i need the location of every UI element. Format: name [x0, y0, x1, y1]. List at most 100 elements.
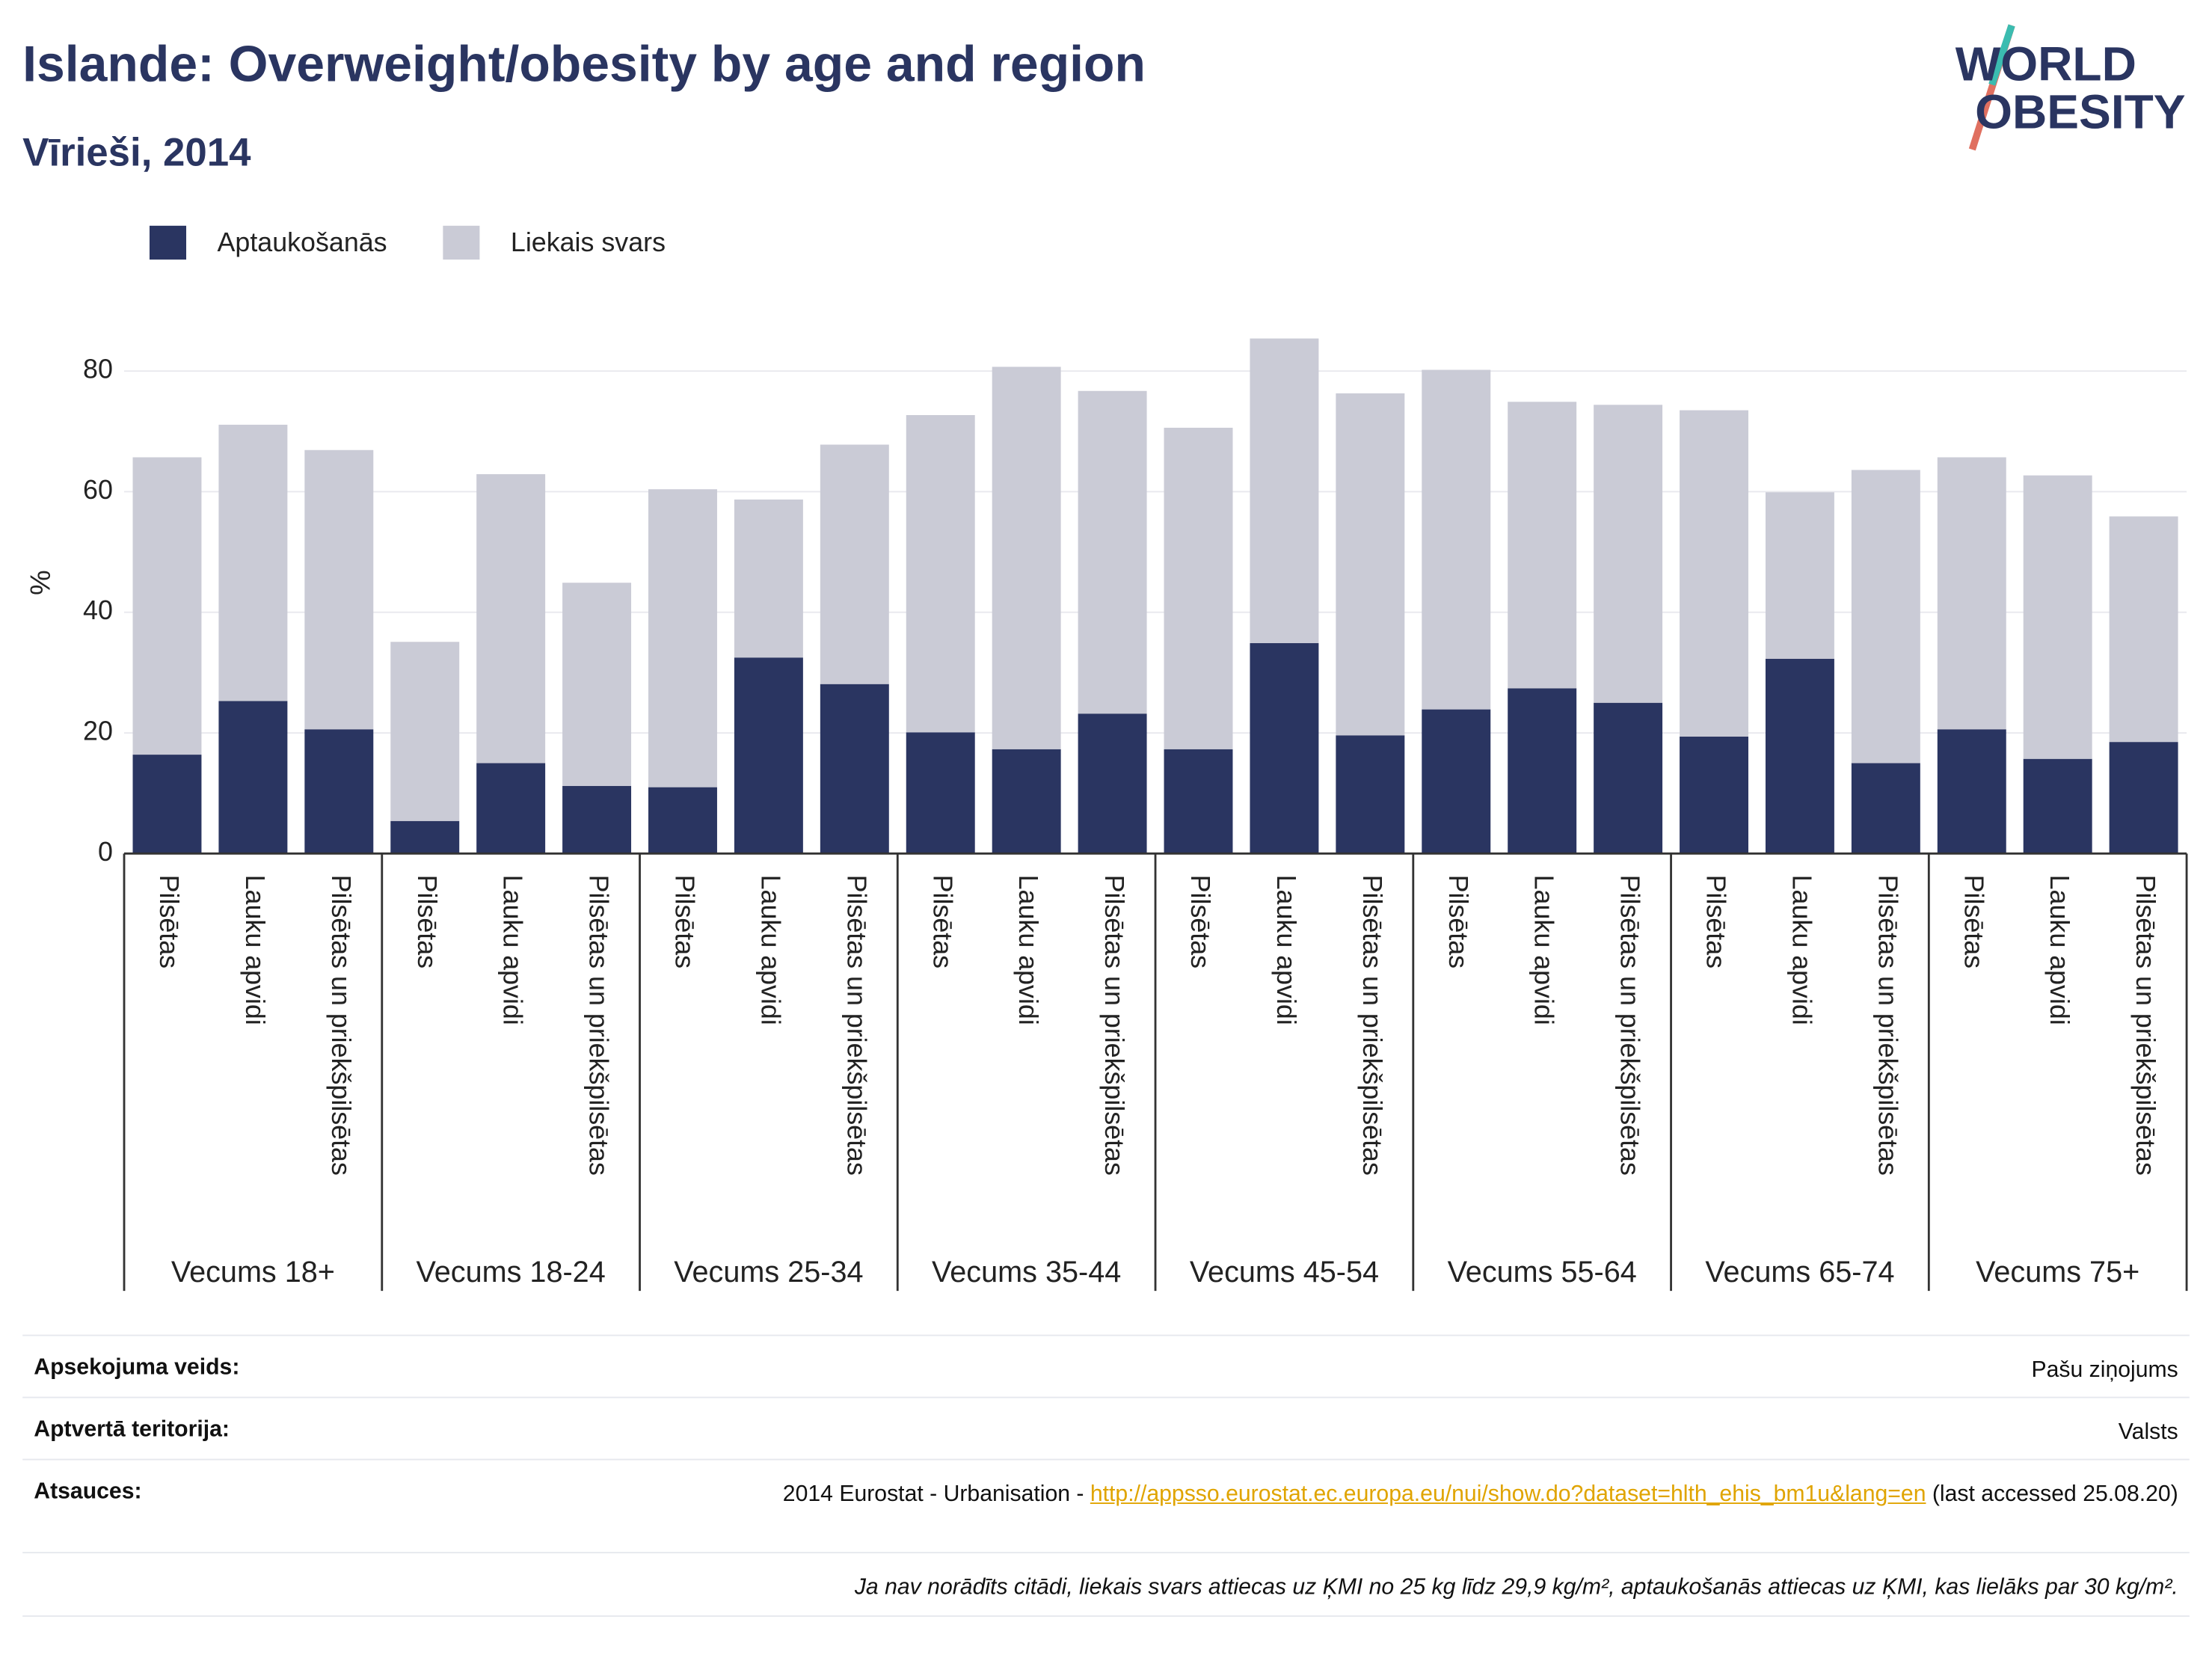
x-tick-label: Lauku apvidi	[2044, 875, 2074, 1025]
bar-segment	[2023, 475, 2092, 759]
group-label: Vecums 75+	[1976, 1256, 2139, 1289]
bar-segment	[2109, 516, 2178, 743]
bar-segment	[304, 729, 374, 854]
bar-segment	[390, 642, 460, 821]
x-tick-label: Pilsētas	[670, 875, 700, 968]
bar-segment	[1680, 410, 1748, 737]
footer-row: Apsekojuma veids: Pašu ziņojums	[22, 1334, 2190, 1398]
logo-slash-top	[1988, 24, 2015, 86]
bar-segment	[218, 424, 288, 701]
footer-value: Pašu ziņojums	[2031, 1358, 2178, 1383]
bar-segment	[132, 755, 202, 854]
bar-segment	[1765, 492, 1834, 659]
group-label: Vecums 35-44	[932, 1256, 1121, 1289]
bar-segment	[132, 457, 202, 755]
footer-label: Atsauces:	[34, 1479, 142, 1505]
x-tick-label: Lauku apvidi	[755, 875, 785, 1025]
x-tick-label: Lauku apvidi	[498, 875, 528, 1025]
x-tick-label: Pilsētas	[412, 875, 442, 968]
bar-segment	[218, 701, 288, 854]
group-label: Vecums 18+	[171, 1256, 335, 1289]
bar-segment	[1250, 338, 1319, 643]
logo-line-2: OBESITY	[1975, 85, 2186, 139]
y-tick-label: 40	[83, 595, 113, 625]
x-tick-label: Lauku apvidi	[240, 875, 270, 1025]
x-tick-label: Lauku apvidi	[1529, 875, 1559, 1025]
y-tick-label: 20	[83, 716, 113, 746]
x-tick-label: Pilsētas un priekšpilsētas	[584, 875, 614, 1176]
bar-segment	[992, 749, 1061, 854]
y-tick-label: 80	[83, 354, 113, 384]
x-tick-label: Pilsētas	[927, 875, 957, 968]
bar-segment	[1336, 735, 1405, 854]
bar-segment	[1078, 390, 1147, 714]
bar-segment	[1422, 369, 1491, 710]
bar-segment	[2023, 758, 2092, 854]
bar-segment	[1937, 729, 2006, 854]
bar-segment	[1508, 688, 1577, 854]
footer-value: Valsts	[2118, 1420, 2178, 1445]
bar-segment	[1594, 405, 1663, 703]
bar-segment	[562, 583, 632, 787]
bar-segment	[476, 474, 546, 764]
bar-segment	[992, 366, 1061, 749]
bar-segment	[1851, 763, 1920, 854]
group-label: Vecums 45-54	[1190, 1256, 1379, 1289]
bar-segment	[1078, 713, 1147, 854]
bar-segment	[1164, 427, 1233, 749]
bar-segment	[1765, 658, 1834, 854]
bar-segment	[390, 820, 460, 854]
bar-segment	[648, 489, 717, 787]
bar-segment	[1336, 393, 1405, 736]
footer-label: Aptvertā teritorija:	[34, 1417, 230, 1443]
group-label: Vecums 18-24	[417, 1256, 606, 1289]
group-label: Vecums 25-34	[674, 1256, 863, 1289]
bar-segment	[906, 415, 975, 733]
group-label: Vecums 65-74	[1705, 1256, 1894, 1289]
x-tick-label: Pilsētas un priekšpilsētas	[1615, 875, 1645, 1176]
bar-segment	[1250, 642, 1319, 854]
bar-segment	[1937, 457, 2006, 730]
bar-segment	[1680, 736, 1748, 854]
y-tick-label: 0	[98, 837, 113, 867]
reference-text: 2014 Eurostat - Urbanisation -	[782, 1482, 1090, 1507]
y-tick-label: 60	[83, 475, 113, 505]
x-tick-label: Pilsētas un priekšpilsētas	[2130, 875, 2160, 1176]
chart: Islande: Overweight/obesity by age and r…	[22, 24, 2188, 1292]
bar-segment	[2109, 742, 2178, 854]
footer-value: 2014 Eurostat - Urbanisation - http://ap…	[783, 1480, 2178, 1511]
reference-accessed: (last accessed 25.08.20)	[1932, 1482, 2178, 1507]
x-tick-label: Pilsētas un priekšpilsētas	[1099, 875, 1129, 1176]
bar-segment	[476, 763, 546, 854]
bar-segment	[1422, 709, 1491, 854]
reference-link[interactable]: http://appsso.eurostat.ec.europa.eu/nui/…	[1090, 1482, 1926, 1507]
x-tick-label: Pilsētas un priekšpilsētas	[326, 875, 356, 1176]
legend-swatch	[149, 225, 187, 260]
footer-row: Atsauces: 2014 Eurostat - Urbanisation -…	[22, 1458, 2190, 1553]
legend-swatch	[443, 225, 480, 260]
chart-subtitle: Vīrieši, 2014	[22, 130, 251, 174]
bar-segment	[648, 787, 717, 854]
y-axis-title: %	[25, 570, 56, 595]
bar-segment	[734, 499, 803, 658]
x-tick-label: Lauku apvidi	[1271, 875, 1301, 1025]
bar-segment	[906, 732, 975, 854]
x-tick-label: Pilsētas	[1185, 875, 1215, 968]
x-tick-label: Lauku apvidi	[1787, 875, 1816, 1025]
bar-segment	[304, 449, 374, 730]
bar-segment	[1851, 470, 1920, 764]
footer-label: Apsekojuma veids:	[34, 1355, 240, 1380]
chart-title: Islande: Overweight/obesity by age and r…	[22, 36, 1146, 92]
footer-note: Ja nav norādīts citādi, liekais svars at…	[854, 1576, 2178, 1600]
bar-segment	[562, 786, 632, 854]
x-tick-label: Pilsētas	[1958, 875, 1988, 968]
x-tick-label: Lauku apvidi	[1013, 875, 1043, 1025]
legend-label: Aptaukošanās	[218, 227, 387, 257]
bar-segment	[1164, 749, 1233, 854]
logo-line-1: WORLD	[1956, 37, 2136, 90]
x-tick-label: Pilsētas un priekšpilsētas	[1357, 875, 1387, 1176]
group-label: Vecums 55-64	[1448, 1256, 1637, 1289]
bar-segment	[820, 684, 889, 854]
